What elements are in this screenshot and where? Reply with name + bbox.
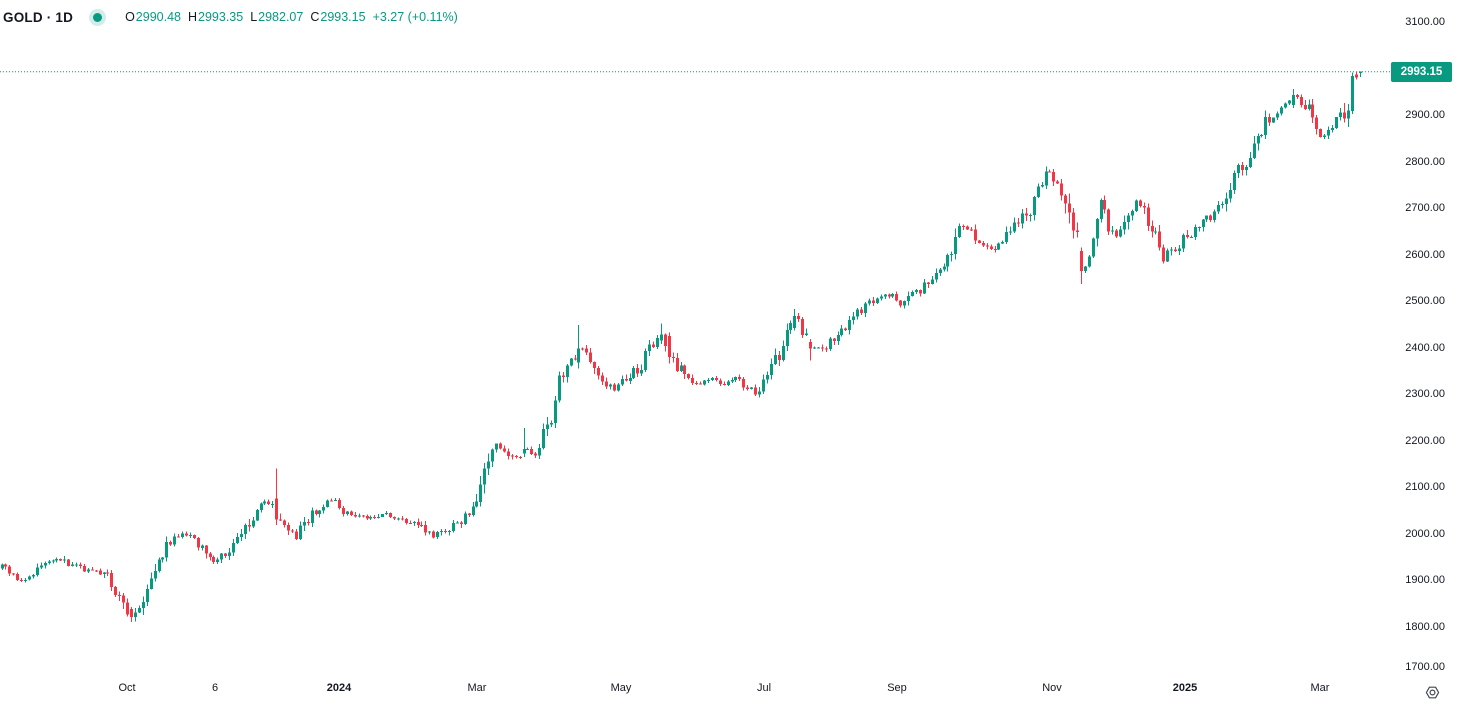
time-tick-label: Oct <box>118 682 136 694</box>
time-axis[interactable]: Oct 6 2024 Mar May Jul Sep Nov 2025 Mar <box>0 675 1459 705</box>
time-tick-label: Jul <box>756 682 772 694</box>
price-tick-label: 1700.00 <box>1405 661 1445 673</box>
change-value: +3.27 (+0.11%) <box>372 10 458 24</box>
market-status-dot-icon[interactable] <box>93 12 103 22</box>
time-tick-label: Mar <box>467 682 487 694</box>
last-price-label[interactable]: 2993.15 <box>1391 62 1452 82</box>
close-label: C <box>310 10 320 24</box>
price-tick-label: 3100.00 <box>1405 16 1445 28</box>
time-tick-label: 2024 <box>326 682 352 694</box>
price-tick-label: 2700.00 <box>1405 202 1445 214</box>
time-tick-label: Sep <box>887 682 907 694</box>
price-tick-label: 2100.00 <box>1405 481 1445 493</box>
low-value: 2982.07 <box>258 10 304 24</box>
time-tick-label: Nov <box>1042 682 1062 694</box>
high-label: H <box>187 10 198 24</box>
price-tick-label: 2400.00 <box>1405 341 1445 354</box>
price-tick-label: 2000.00 <box>1405 527 1445 540</box>
time-tick-label: 2025 <box>1172 682 1198 694</box>
price-tick-label: 2200.00 <box>1405 434 1445 447</box>
price-tick-label: 2600.00 <box>1405 248 1445 261</box>
price-tick-label: 2300.00 <box>1405 388 1445 400</box>
close-value: 2993.15 <box>320 10 366 24</box>
price-tick-label: 2900.00 <box>1405 109 1445 121</box>
time-tick-label: May <box>610 682 632 694</box>
low-label: L <box>250 10 258 24</box>
price-tick-label: 1800.00 <box>1405 620 1445 633</box>
axis-settings-button[interactable] <box>1422 682 1442 702</box>
price-tick-label: 2800.00 <box>1405 155 1445 168</box>
price-tick-label: 1900.00 <box>1405 574 1445 586</box>
high-value: 2993.35 <box>198 10 244 24</box>
time-tick-label: Mar <box>1310 682 1330 694</box>
gear-icon <box>1425 686 1439 698</box>
symbol-title[interactable]: GOLD · 1D <box>3 9 74 25</box>
ohlc-readout: O 2990.48 H 2993.35 L 2982.07 C 2993.15 +3.2… <box>125 10 458 24</box>
open-value: 2990.48 <box>135 10 181 24</box>
price-tick-label: 2500.00 <box>1405 295 1445 307</box>
chart-legend: GOLD · 1D O 2990.48 H 2993.35 L 2982.07 C 29… <box>3 6 458 28</box>
time-tick-label: 6 <box>211 682 219 694</box>
open-label: O <box>125 10 135 24</box>
price-axis[interactable]: 2993.15 3100.00 2900.00 2800.00 2700.00 2600… <box>1390 0 1459 675</box>
